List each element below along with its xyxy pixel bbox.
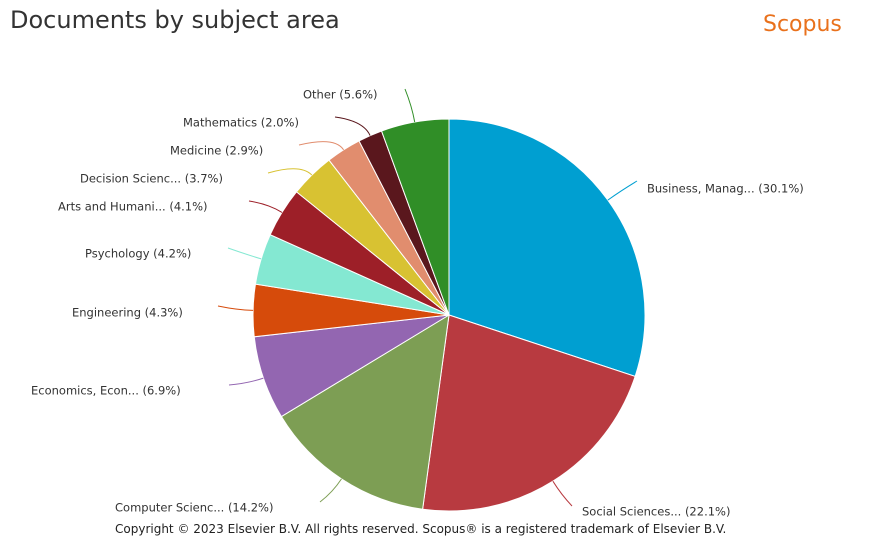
leader-line	[607, 180, 638, 201]
slice-label: Social Sciences... (22.1%)	[582, 505, 730, 519]
leader-line	[334, 116, 371, 136]
pie-slice[interactable]	[448, 118, 646, 378]
slice-label: Mathematics (2.0%)	[183, 116, 299, 130]
leader-line	[404, 88, 416, 123]
leader-line	[319, 478, 342, 503]
leader-line	[217, 305, 254, 311]
slice-label: Medicine (2.9%)	[170, 144, 263, 158]
slice-label: Other (5.6%)	[303, 88, 378, 102]
slice-label: Engineering (4.3%)	[72, 306, 183, 320]
pie-slice[interactable]	[380, 118, 450, 316]
slice-label: Economics, Econ... (6.9%)	[31, 384, 181, 398]
slice-label: Psychology (4.2%)	[85, 247, 191, 261]
leader-line	[228, 377, 264, 386]
leader-line	[298, 141, 345, 151]
pie-slice[interactable]	[280, 314, 450, 510]
leader-line	[552, 480, 573, 507]
slice-label: Arts and Humani... (4.1%)	[58, 200, 208, 214]
scopus-logo[interactable]: Scopus	[763, 12, 842, 37]
leader-line	[248, 200, 283, 213]
chart-title: Documents by subject area	[10, 6, 340, 34]
slice-label: Business, Manag... (30.1%)	[647, 182, 804, 196]
pie-slice[interactable]	[422, 314, 636, 512]
copyright-footer: Copyright © 2023 Elsevier B.V. All right…	[115, 522, 727, 536]
leader-line	[227, 247, 262, 260]
slice-label: Decision Scienc... (3.7%)	[80, 172, 223, 186]
leader-line	[267, 168, 313, 176]
slice-label: Computer Scienc... (14.2%)	[115, 501, 273, 515]
